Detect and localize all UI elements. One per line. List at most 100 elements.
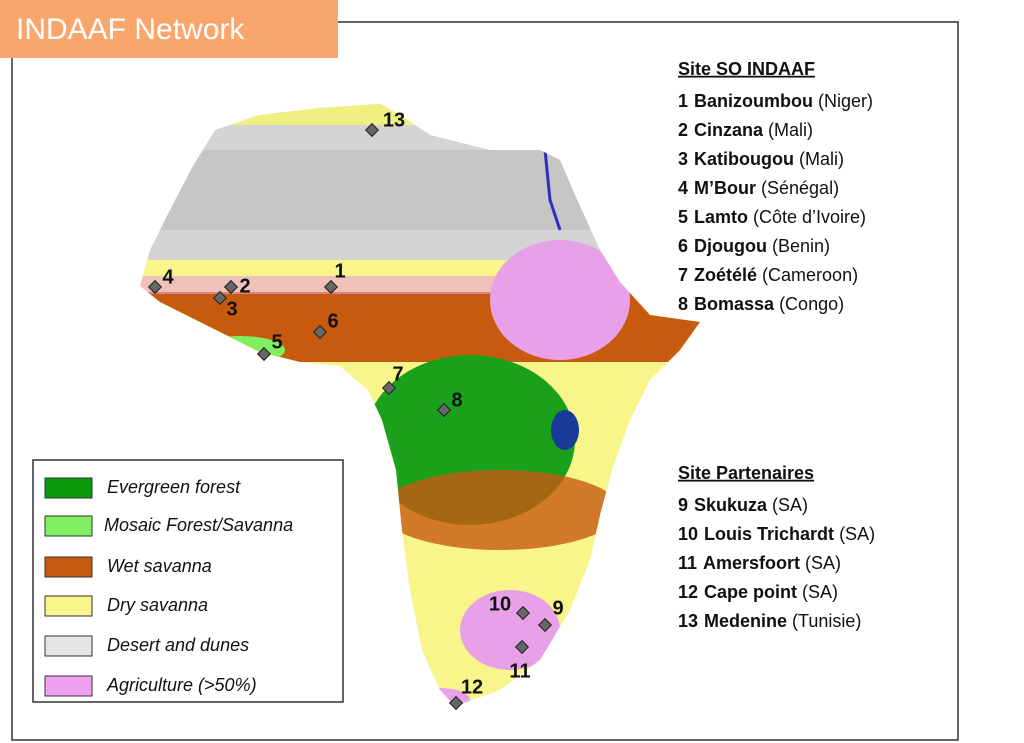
- site-marker-label: 1: [334, 260, 345, 282]
- section-heading: Site SO INDAAF: [678, 59, 815, 79]
- legend-swatch: [44, 635, 93, 657]
- site-marker-label: 12: [461, 676, 483, 698]
- legend-label: Agriculture (>50%): [106, 675, 257, 695]
- site-name: Cape point: [704, 582, 797, 602]
- site-entry: 7 Zoétélé (Cameroon): [678, 265, 858, 285]
- site-country: (SA): [772, 495, 808, 515]
- site-marker: [448, 695, 464, 711]
- site-marker: [212, 290, 228, 306]
- site-marker-label: 3: [226, 298, 237, 320]
- legend-label: Mosaic Forest/Savanna: [104, 515, 293, 535]
- site-entry: 2 Cinzana (Mali): [678, 120, 813, 140]
- site-entry: 1 Banizoumbou (Niger): [678, 91, 873, 111]
- site-number: 12: [678, 582, 698, 602]
- legend-label: Desert and dunes: [107, 635, 249, 655]
- site-name: Djougou: [694, 236, 767, 256]
- site-number: 11: [678, 553, 697, 573]
- site-marker-label: 4: [162, 266, 174, 288]
- site-marker: [312, 324, 328, 340]
- title-box: [0, 0, 338, 58]
- legend-label: Wet savanna: [107, 556, 212, 576]
- site-entry: 8 Bomassa (Congo): [678, 294, 844, 314]
- site-name: Skukuza: [694, 495, 768, 515]
- site-marker-label: 8: [451, 389, 462, 411]
- site-marker: [381, 380, 397, 396]
- site-marker: [514, 639, 530, 655]
- site-marker: [537, 617, 553, 633]
- site-name: Banizoumbou: [694, 91, 813, 111]
- site-marker-label: 6: [327, 310, 338, 332]
- site-entry: 4 M’Bour (Sénégal): [678, 178, 839, 198]
- site-name: Lamto: [694, 207, 748, 227]
- site-entry: 3 Katibougou (Mali): [678, 149, 844, 169]
- site-entry: 12 Cape point (SA): [678, 582, 838, 602]
- site-country: (SA): [805, 553, 841, 573]
- site-country: (Congo): [779, 294, 844, 314]
- site-entry: 13 Medenine (Tunisie): [678, 611, 861, 631]
- site-country: (Niger): [818, 91, 873, 111]
- legend-swatch: [44, 595, 93, 617]
- site-marker-label: 11: [509, 660, 530, 682]
- legend: Evergreen forest Mosaic Forest/Savanna Wet…: [32, 459, 344, 703]
- site-marker-label: 5: [271, 331, 282, 353]
- site-name: Cinzana: [694, 120, 764, 140]
- legend-box: [32, 459, 344, 703]
- site-name: Zoétélé: [694, 265, 757, 285]
- site-country: (Tunisie): [792, 611, 861, 631]
- site-number: 7: [678, 265, 688, 285]
- legend-label: Dry savanna: [107, 595, 208, 615]
- legend-swatch: [44, 477, 93, 499]
- site-number: 4: [678, 178, 688, 198]
- site-marker-label: 9: [552, 597, 563, 619]
- site-marker: [436, 402, 452, 418]
- site-entry: 5 Lamto (Côte d’Ivoire): [678, 207, 866, 227]
- site-marker: [256, 346, 272, 362]
- frame: [11, 21, 959, 741]
- site-country: (Cameroon): [762, 265, 858, 285]
- legend-swatch: [44, 556, 93, 578]
- site-number: 5: [678, 207, 688, 227]
- site-lists: Site SO INDAAF 1 Banizoumbou (Niger) 2 Cinzan…: [678, 59, 875, 631]
- site-marker: [147, 279, 163, 295]
- site-entry: 6 Djougou (Benin): [678, 236, 830, 256]
- section-heading: Site Partenaires: [678, 463, 814, 483]
- site-country: (SA): [802, 582, 838, 602]
- site-name: M’Bour: [694, 178, 756, 198]
- site-number: 1: [678, 91, 688, 111]
- site-marker-label: 13: [383, 109, 405, 131]
- site-marker-label: 10: [489, 593, 511, 615]
- site-entry: 11 Amersfoort (SA): [678, 553, 841, 573]
- legend-swatch: [44, 675, 93, 697]
- site-name: Medenine: [704, 611, 787, 631]
- site-marker: [515, 605, 531, 621]
- site-number: 8: [678, 294, 688, 314]
- site-country: (Côte d’Ivoire): [753, 207, 866, 227]
- site-name: Louis Trichardt: [704, 524, 834, 544]
- site-number: 3: [678, 149, 688, 169]
- site-name: Amersfoort: [703, 553, 800, 573]
- site-country: (Mali): [768, 120, 813, 140]
- site-marker-label: 7: [392, 363, 403, 385]
- site-marker: [223, 279, 239, 295]
- site-number: 9: [678, 495, 688, 515]
- legend-label: Evergreen forest: [107, 477, 241, 497]
- legend-swatch: [44, 515, 93, 537]
- title: INDAAF Network: [16, 13, 245, 46]
- site-country: (Mali): [799, 149, 844, 169]
- site-number: 2: [678, 120, 688, 140]
- site-number: 10: [678, 524, 698, 544]
- site-name: Bomassa: [694, 294, 775, 314]
- site-entry: 10 Louis Trichardt (SA): [678, 524, 875, 544]
- site-marker: [323, 279, 339, 295]
- site-country: (Benin): [772, 236, 830, 256]
- site-country: (SA): [839, 524, 875, 544]
- site-entry: 9 Skukuza (SA): [678, 495, 808, 515]
- site-marker: [364, 122, 380, 138]
- site-country: (Sénégal): [761, 178, 839, 198]
- site-marker-label: 2: [239, 275, 250, 297]
- site-name: Katibougou: [694, 149, 794, 169]
- site-number: 13: [678, 611, 698, 631]
- site-number: 6: [678, 236, 688, 256]
